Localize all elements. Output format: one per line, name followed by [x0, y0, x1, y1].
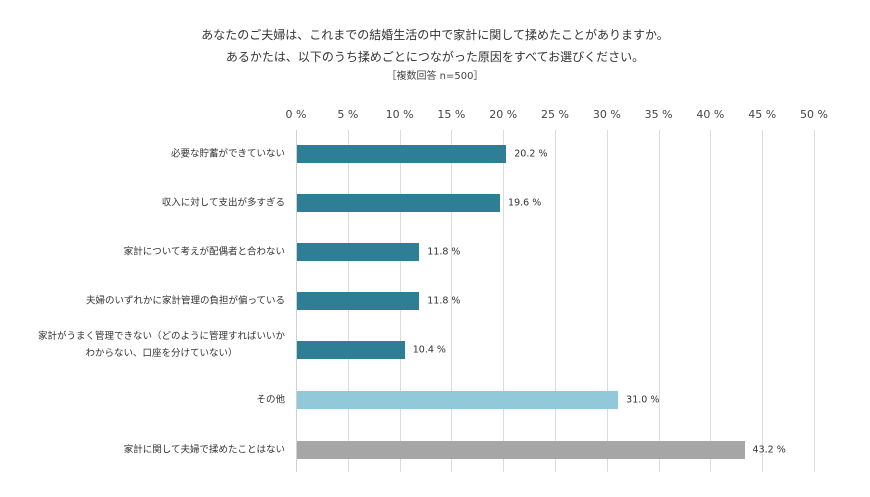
value-label: 19.6 % [508, 197, 542, 209]
gridline [607, 130, 608, 472]
value-label: 31.0 % [626, 394, 660, 406]
x-tick-label: 35 % [644, 108, 673, 121]
bar [297, 391, 619, 409]
bar [297, 145, 507, 163]
category-label: 必要な貯蓄ができていない [170, 148, 285, 160]
gridline [555, 130, 556, 472]
gridline [710, 130, 711, 472]
value-label: 11.8 % [427, 246, 461, 258]
value-label: 11.8 % [427, 295, 461, 307]
gridline [762, 130, 763, 472]
bar [297, 292, 420, 310]
bar [297, 341, 405, 359]
value-label: 10.4 % [412, 344, 446, 356]
category-label: 夫婦のいずれかに家計管理の負担が偏っている [85, 295, 285, 307]
category-label: 家計がうまく管理できない（どのように管理すればいいか わからない、口座を分けていな… [37, 331, 285, 359]
y-axis-line [296, 130, 297, 472]
x-tick-label: 5 % [337, 108, 359, 121]
bar [297, 441, 745, 459]
bar [297, 194, 501, 212]
gridline [451, 130, 452, 472]
x-tick-label: 40 % [696, 108, 725, 121]
chart-subtitle: あるかたは、以下のうち揉めごとにつながった原因をすべてお選びください。 [225, 50, 645, 64]
gridline [659, 130, 660, 472]
category-label: 家計について考えが配偶者と合わない [123, 246, 285, 258]
x-tick-label: 30 % [592, 108, 621, 121]
gridline [814, 130, 815, 472]
gridline [503, 130, 504, 472]
category-label: 収入に対して支出が多すぎる [161, 197, 285, 209]
x-tick-label: 0 % [285, 108, 307, 121]
value-label: 20.2 % [514, 148, 548, 160]
chart-note: ［複数回答 n=500］ [386, 71, 484, 82]
value-label: 43.2 % [752, 444, 786, 456]
x-tick-label: 10 % [385, 108, 414, 121]
x-tick-label: 15 % [437, 108, 466, 121]
x-tick-label: 20 % [489, 108, 518, 121]
category-label: 家計に関して夫婦で揉めたことはない [123, 444, 285, 456]
x-tick-label: 25 % [541, 108, 569, 121]
category-label: その他 [256, 394, 285, 406]
x-tick-label: 45 % [748, 108, 777, 121]
chart-title: あなたのご夫婦は、これまでの結婚生活の中で家計に関して揉めたことがありますか。 [201, 28, 669, 42]
bar [297, 243, 420, 261]
x-tick-label: 50 % [800, 108, 828, 121]
